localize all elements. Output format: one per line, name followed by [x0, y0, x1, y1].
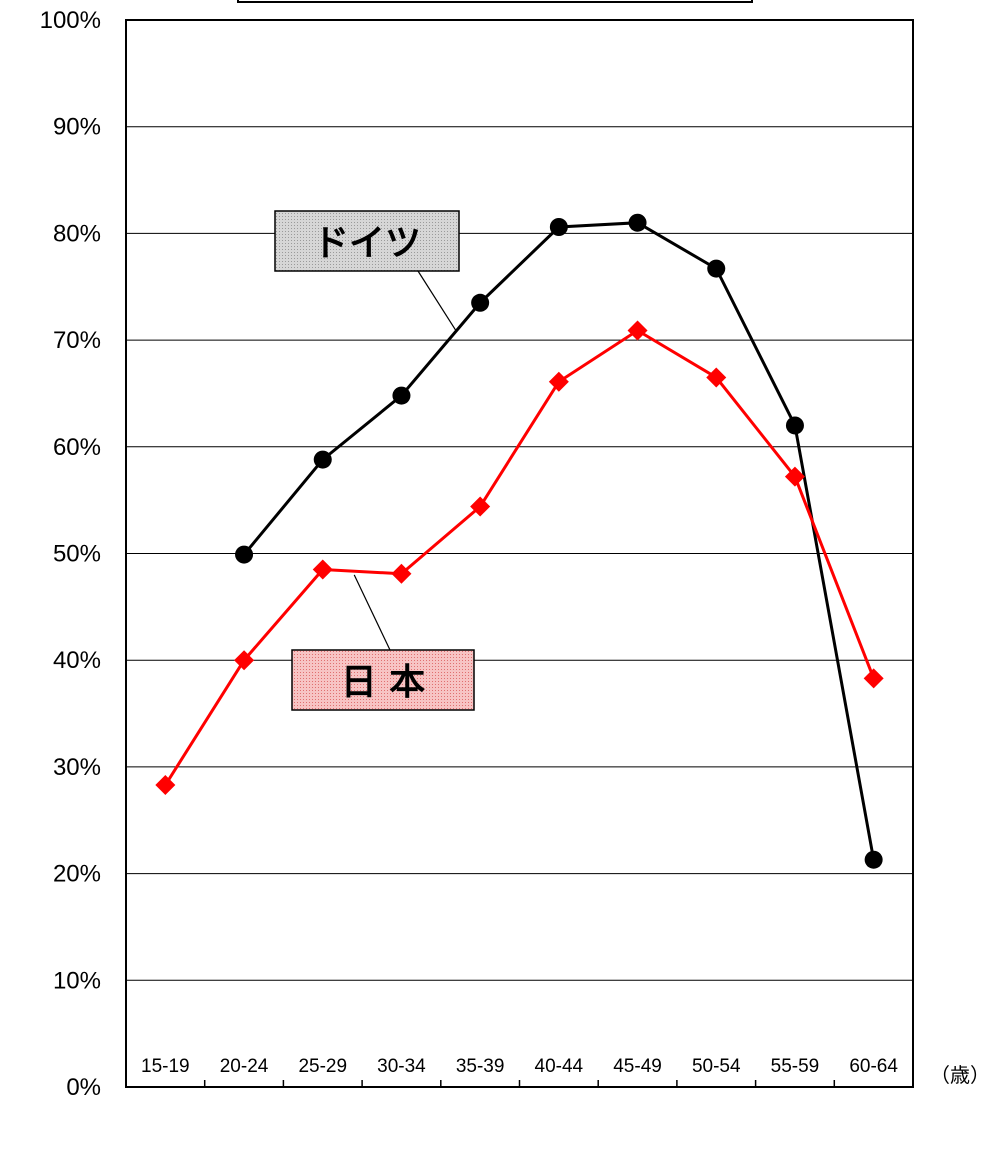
data-point	[784, 466, 805, 487]
data-point	[234, 650, 255, 671]
y-tick-label: 10%	[53, 967, 101, 994]
data-point	[864, 850, 883, 869]
x-tick-label: 50-54	[692, 1056, 741, 1077]
x-tick-label: 40-44	[535, 1056, 584, 1077]
y-tick-label: 80%	[53, 220, 101, 247]
data-point	[471, 293, 490, 312]
data-point	[707, 259, 726, 278]
series	[155, 213, 884, 869]
series-label-text: ドイツ	[313, 223, 421, 264]
data-point	[155, 775, 176, 796]
y-tick-labels: 0% 10% 20% 30% 40% 50% 60% 70% 80% 90% 100%	[40, 7, 101, 1101]
y-tick-label: 30%	[53, 754, 101, 781]
label-box	[274, 210, 460, 272]
series-label-text: 日 本	[341, 662, 426, 703]
x-tick-label: 25-29	[298, 1056, 347, 1077]
data-point	[470, 496, 491, 517]
x-tick-label: 20-24	[220, 1056, 269, 1077]
data-point	[628, 213, 647, 232]
data-point	[706, 367, 727, 388]
y-tick-label: 50%	[53, 541, 101, 568]
x-tick-label: 60-64	[849, 1056, 898, 1077]
y-tick-label: 100%	[40, 7, 101, 34]
x-axis-unit-label: （歳）	[930, 1064, 990, 1087]
series-label-1: 日 本	[291, 574, 475, 711]
data-point	[548, 371, 569, 392]
y-tick-label: 40%	[53, 647, 101, 674]
axes	[125, 19, 914, 1088]
data-point	[627, 320, 648, 341]
series-1	[155, 320, 884, 796]
data-point	[863, 668, 884, 689]
x-tick-labels: 15-19 20-24 25-29 30-34 35-39 40-44 45-49 50-54…	[141, 1056, 898, 1077]
x-tick-label: 45-49	[613, 1056, 662, 1077]
data-point	[392, 386, 411, 405]
data-point	[235, 545, 254, 564]
series-0	[235, 213, 883, 869]
data-point	[312, 559, 333, 580]
top-frame-fragment	[237, 0, 753, 3]
data-point	[313, 450, 332, 469]
y-tick-label: 0%	[66, 1074, 101, 1101]
x-tick-label: 55-59	[771, 1056, 820, 1077]
x-tick-label: 35-39	[456, 1056, 505, 1077]
data-point	[549, 217, 568, 236]
x-tick-label: 15-19	[141, 1056, 190, 1077]
x-tick-label: 30-34	[377, 1056, 426, 1077]
data-point	[391, 563, 412, 584]
series-label-0: ドイツ	[274, 210, 460, 332]
leader-line	[417, 270, 458, 332]
y-tick-label: 90%	[53, 114, 101, 141]
y-tick-label: 70%	[53, 327, 101, 354]
y-tick-label: 20%	[53, 861, 101, 888]
series-line	[164, 328, 876, 786]
y-tick-label: 60%	[53, 434, 101, 461]
data-point	[785, 416, 804, 435]
leader-line	[353, 574, 391, 651]
series-line	[242, 221, 876, 860]
label-box	[291, 649, 475, 711]
grid-lines	[126, 19, 913, 981]
